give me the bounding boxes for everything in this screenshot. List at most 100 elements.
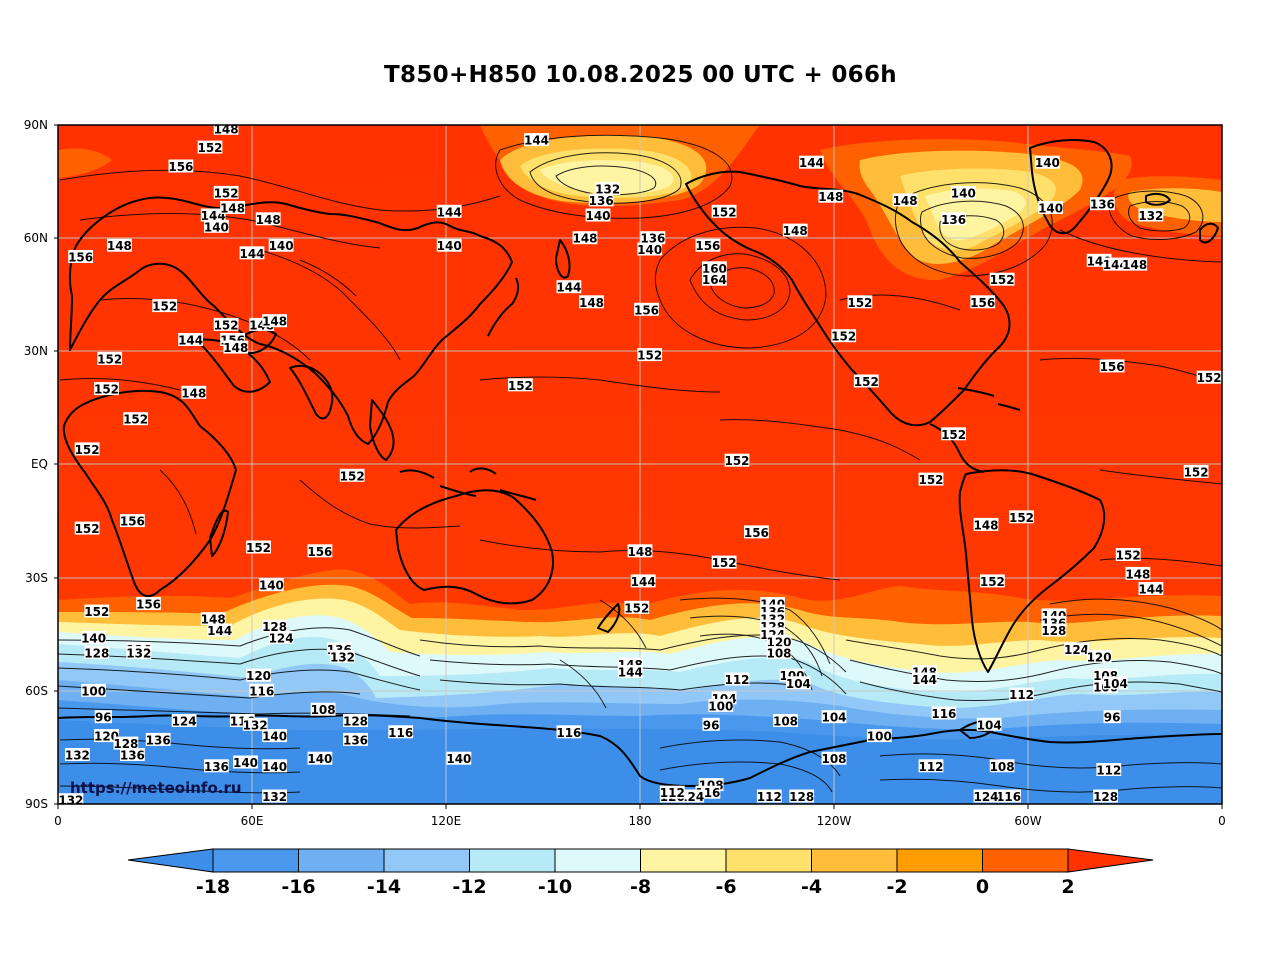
contour-label: 132 bbox=[1138, 208, 1163, 223]
colorbar-bin bbox=[554, 848, 641, 873]
contour-label-text: 152 bbox=[637, 349, 662, 363]
contour-label: 132 bbox=[595, 182, 620, 197]
contour-label-text: 148 bbox=[579, 296, 604, 310]
colorbar-min-arrow bbox=[127, 848, 214, 873]
latitude-axis: 90N 60N 30N EQ 30S 60S 90S bbox=[24, 118, 58, 811]
contour-label-bg bbox=[724, 672, 750, 686]
contour-label-bg bbox=[782, 223, 808, 237]
contour-label-text: 112 bbox=[918, 760, 943, 774]
contour-label-bg bbox=[1093, 789, 1118, 803]
contour-label-bg bbox=[702, 272, 727, 286]
contour-label: 152 bbox=[84, 604, 110, 619]
contour-label-text: 156 bbox=[168, 160, 193, 174]
contour-label-text: 140 bbox=[233, 756, 258, 770]
contour-label-text: 152 bbox=[75, 522, 100, 536]
contour-label: 140 bbox=[637, 242, 662, 257]
contour-label-text: 112 bbox=[724, 673, 749, 687]
contour-label-text: 148 bbox=[1125, 567, 1150, 581]
contour-label-text: 152 bbox=[197, 141, 222, 155]
contour-label-bg bbox=[786, 676, 811, 690]
contour-label-text: 128 bbox=[262, 620, 287, 634]
contour-label-text: 112 bbox=[757, 790, 782, 804]
contour-label-bg bbox=[989, 759, 1015, 773]
contour-label-bg bbox=[58, 793, 84, 804]
contour-label: 152 bbox=[854, 374, 879, 389]
contour-label-text: 100 bbox=[81, 684, 106, 698]
contour-label-text: 128 bbox=[343, 715, 368, 729]
contour-label-bg bbox=[213, 317, 239, 331]
contour-label-bg bbox=[213, 125, 239, 135]
contour-label-bg bbox=[659, 785, 685, 799]
contour-label-text: 156 bbox=[970, 296, 995, 310]
contour-label-bg bbox=[1196, 370, 1222, 384]
contour-label: 144 bbox=[436, 204, 462, 219]
contour-label-text: 144 bbox=[178, 334, 203, 348]
contour-label: 148 bbox=[1125, 566, 1150, 581]
contour-label-bg bbox=[436, 204, 462, 218]
contour-label-text: 96 bbox=[95, 711, 112, 725]
colorbar-bin bbox=[896, 848, 983, 873]
colorbar-bin bbox=[298, 848, 385, 873]
contour-label: 152 bbox=[989, 272, 1015, 287]
contour-label-text: 152 bbox=[831, 330, 856, 344]
contour-label: 148 bbox=[782, 223, 808, 238]
contour-label: 164 bbox=[702, 272, 727, 287]
contour-label: 116 bbox=[931, 706, 956, 721]
contour-label-bg bbox=[912, 672, 937, 686]
contour-label-text: 108 bbox=[766, 647, 791, 661]
contour-label-text: 140 bbox=[259, 579, 284, 593]
contour-label: 144 bbox=[201, 208, 226, 223]
contour-label-bg bbox=[679, 789, 705, 803]
contour-label: 132 bbox=[243, 717, 268, 732]
contour-label-bg bbox=[617, 665, 643, 678]
contour-label-text: 124 bbox=[973, 790, 998, 804]
colorbar-bin bbox=[725, 848, 812, 873]
contour-label-bg bbox=[310, 702, 336, 716]
contour-label-text: 148 bbox=[256, 213, 281, 227]
contour-label: 152 bbox=[246, 540, 271, 555]
contour-label-bg bbox=[249, 683, 275, 697]
contour-label-bg bbox=[181, 385, 207, 399]
contour-label: 100 bbox=[708, 698, 733, 713]
contour-label-bg bbox=[1086, 649, 1112, 663]
contour-label-bg bbox=[168, 159, 194, 173]
contour-label: 140 bbox=[585, 208, 611, 223]
contour-label-text: 152 bbox=[1116, 549, 1141, 563]
contour-label-bg bbox=[1122, 257, 1148, 271]
contour-label: 152 bbox=[1009, 510, 1034, 525]
contour-label: 144 bbox=[631, 574, 656, 589]
contour-label-bg bbox=[1103, 710, 1121, 724]
contour-label-bg bbox=[634, 302, 659, 316]
contour-label: 140 bbox=[446, 751, 471, 766]
contour-label-bg bbox=[950, 185, 976, 199]
contour-label-bg bbox=[84, 604, 110, 618]
contour-label: 132 bbox=[262, 789, 287, 804]
contour-label: 128 bbox=[113, 736, 138, 751]
contour-label-bg bbox=[711, 555, 737, 569]
contour-label-bg bbox=[246, 540, 271, 554]
contour-label-text: 156 bbox=[136, 598, 161, 612]
contour-label-bg bbox=[766, 634, 792, 648]
contour-label: 156 bbox=[634, 302, 659, 317]
contour-label: 152 bbox=[831, 329, 856, 344]
contour-label-text: 148 bbox=[223, 341, 248, 355]
contour-label: 144 bbox=[799, 155, 824, 170]
contour-label: 116 bbox=[996, 789, 1021, 804]
contour-label: 132 bbox=[330, 649, 355, 664]
lon-label-180: 180 bbox=[629, 814, 652, 828]
contour-label: 148 bbox=[893, 193, 918, 208]
contour-label: 144 bbox=[1138, 582, 1163, 597]
contour-label-text: 148 bbox=[262, 315, 287, 329]
contour-labels: 1481441521561521441481401481401441481561… bbox=[58, 125, 1222, 804]
contour-label: 128 bbox=[1093, 789, 1118, 804]
contour-label-text: 140 bbox=[437, 239, 462, 253]
contour-label-text: 152 bbox=[854, 375, 879, 389]
contour-label-text: 156 bbox=[744, 526, 769, 540]
lat-label-30n: 30N bbox=[24, 344, 48, 358]
contour-label-bg bbox=[989, 272, 1015, 286]
contour-label-bg bbox=[171, 714, 197, 727]
contour-label-bg bbox=[259, 578, 284, 592]
contour-label: 152 bbox=[214, 185, 239, 200]
contour-label-text: 160 bbox=[702, 262, 727, 276]
contour-label: 152 bbox=[508, 378, 533, 393]
